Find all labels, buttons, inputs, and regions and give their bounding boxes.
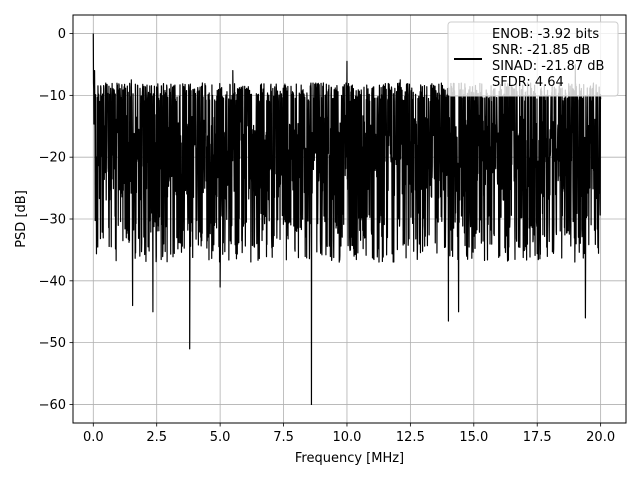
- x-tick-label: 12.5: [396, 430, 425, 445]
- x-tick-label: 2.5: [146, 430, 167, 445]
- x-tick-label: 20.0: [586, 430, 615, 445]
- axis-ticks: 0.0 2.5 5.0 7.5 10.0 12.5 15.0 17.5 20.0 0 −10 −20 −…: [39, 27, 616, 445]
- y-tick-label: −50: [39, 336, 66, 351]
- y-tick-label: −40: [39, 274, 66, 289]
- legend-enob: ENOB: -3.92 bits: [492, 27, 599, 42]
- x-tick-label: 5.0: [210, 430, 231, 445]
- y-tick-label: 0: [58, 27, 66, 42]
- legend-box: [447, 21, 619, 97]
- legend-snr: SNR: -21.85 dB: [492, 43, 590, 58]
- y-tick-label: −20: [39, 151, 66, 166]
- y-tick-label: −60: [39, 398, 66, 413]
- y-tick-label: −30: [39, 213, 66, 228]
- x-axis-label: Frequency [MHz]: [295, 451, 404, 466]
- legend: ENOB: -3.92 bits SNR: -21.85 dB SINAD: -…: [447, 21, 619, 97]
- y-tick-label: −10: [39, 89, 66, 104]
- y-axis-label: PSD [dB]: [14, 190, 29, 248]
- x-tick-label: 0.0: [83, 430, 104, 445]
- legend-sfdr: SFDR: 4.64: [492, 75, 564, 90]
- x-tick-label: 10.0: [332, 430, 361, 445]
- x-tick-label: 15.0: [459, 430, 488, 445]
- x-tick-label: 7.5: [273, 430, 294, 445]
- x-tick-label: 17.5: [523, 430, 552, 445]
- legend-sinad: SINAD: -21.87 dB: [492, 59, 604, 74]
